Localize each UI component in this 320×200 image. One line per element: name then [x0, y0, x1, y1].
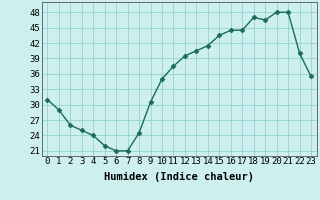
X-axis label: Humidex (Indice chaleur): Humidex (Indice chaleur)	[104, 172, 254, 182]
